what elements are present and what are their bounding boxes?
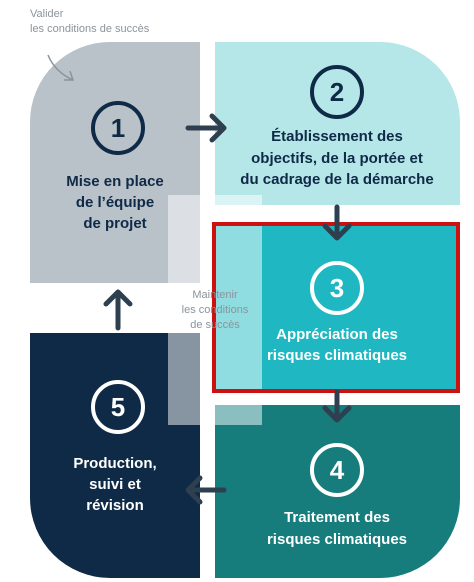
step-box	[30, 42, 200, 283]
step-box	[215, 405, 460, 578]
step-text: Établissement des	[271, 128, 403, 145]
step-text: risques climatiques	[267, 531, 407, 548]
note-text: les conditions	[182, 304, 249, 316]
step-number: 3	[330, 273, 344, 303]
step-text: objectifs, de la portée et	[251, 150, 423, 167]
step-text: suivi et	[89, 476, 141, 493]
step-text: révision	[86, 497, 144, 514]
note-text: Maintenir	[192, 289, 238, 301]
step-circle	[91, 380, 145, 434]
step-text: Production,	[73, 455, 156, 472]
step-text: Appréciation des	[276, 326, 398, 343]
step-number: 4	[330, 455, 345, 485]
step-text: Mise en place	[66, 173, 164, 190]
step-box	[30, 333, 200, 578]
step-text: risques climatiques	[267, 347, 407, 364]
step-number: 5	[111, 392, 125, 422]
step-text: du cadrage de la démarche	[240, 171, 433, 188]
step-number: 2	[330, 77, 344, 107]
step-circle	[310, 261, 364, 315]
note-text: de succès	[190, 319, 240, 331]
note-arrow	[47, 54, 75, 81]
step-text: de projet	[83, 215, 146, 232]
step-number: 1	[111, 113, 125, 143]
note-text: Valider	[30, 8, 64, 20]
step-circle	[310, 443, 364, 497]
note-text: les conditions de succès	[30, 23, 150, 35]
step-text: Traitement des	[284, 509, 390, 526]
step-box	[215, 42, 460, 205]
step-text: de l’équipe	[76, 194, 154, 211]
step-circle	[310, 65, 364, 119]
step-circle	[91, 101, 145, 155]
arrows	[103, 113, 352, 505]
